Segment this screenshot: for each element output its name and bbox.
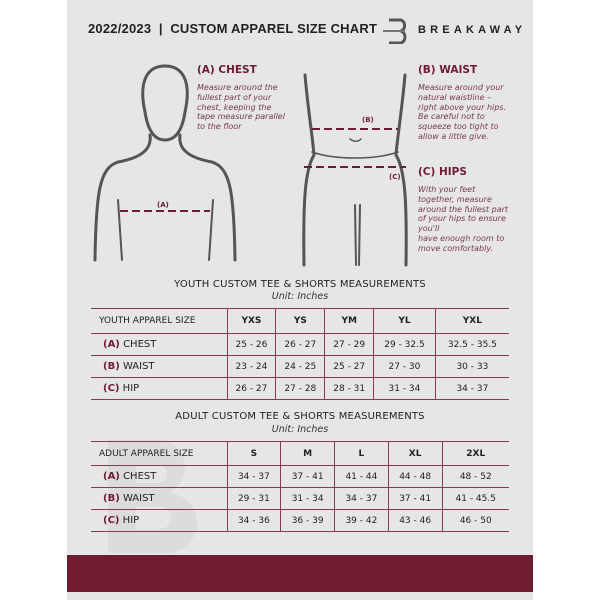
table-cell: 27 - 29 <box>324 333 374 356</box>
measurement-label: (B) WAIST <box>91 355 227 378</box>
table-cell: 31 - 34 <box>280 487 335 510</box>
table-cell: 28 - 31 <box>324 377 374 400</box>
size-column-header: M <box>280 441 335 466</box>
table-header-row: ADULT APPAREL SIZE S M L XL 2XL <box>91 441 509 466</box>
measurement-label: (A) CHEST <box>91 465 227 488</box>
table-row: (B) WAIST 23 - 24 24 - 25 25 - 27 27 - 30 30 … <box>91 355 509 378</box>
table-cell: 48 - 52 <box>441 465 509 488</box>
table-cell: 25 - 26 <box>226 333 276 356</box>
breakaway-logo-icon <box>383 18 407 44</box>
size-column-header: YS <box>275 308 325 334</box>
table-cell: 29 - 31 <box>226 487 281 510</box>
hips-title: (C) HIPS <box>418 166 467 178</box>
table-cell: 27 - 28 <box>275 377 325 400</box>
table-row: (A) CHEST 25 - 26 26 - 27 27 - 29 29 - 32.5 3… <box>91 333 509 356</box>
table-cell: 44 - 48 <box>387 465 442 488</box>
hip-marker: (C) <box>389 173 401 181</box>
table-cell: 34 - 37 <box>334 487 389 510</box>
youth-table-unit: Unit: Inches <box>271 291 329 302</box>
adult-table-unit: Unit: Inches <box>271 424 329 435</box>
table-cell: 24 - 25 <box>275 355 325 378</box>
size-column-header: L <box>334 441 389 466</box>
table-header-row: YOUTH APPAREL SIZE YXS YS YM YL YXL <box>91 308 509 334</box>
table-cell: 31 - 34 <box>373 377 436 400</box>
size-column-header: XL <box>387 441 442 466</box>
table-row: (A) CHEST 34 - 37 37 - 41 41 - 44 44 - 48 48 … <box>91 465 509 488</box>
hips-description: With your feet together, measure around th… <box>418 185 509 253</box>
table-cell: 34 - 36 <box>226 509 281 532</box>
table-cell: 34 - 37 <box>226 465 281 488</box>
measurement-label: (C) HIP <box>91 509 227 532</box>
table-row: (C) HIP 34 - 36 36 - 39 39 - 42 43 - 46 46 - … <box>91 509 509 532</box>
table-cell: 26 - 27 <box>226 377 276 400</box>
table-cell: 26 - 27 <box>275 333 325 356</box>
size-column-header: YXS <box>226 308 276 334</box>
table-cell: 27 - 30 <box>373 355 436 378</box>
page-title: 2022/2023 | CUSTOM APPAREL SIZE CHART <box>88 21 378 36</box>
table-cell: 43 - 46 <box>387 509 442 532</box>
size-header: ADULT APPAREL SIZE <box>91 441 227 466</box>
table-row: (B) WAIST 29 - 31 31 - 34 34 - 37 37 - 41 41 … <box>91 487 509 510</box>
table-cell: 29 - 32.5 <box>373 333 436 356</box>
table-cell: 32.5 - 35.5 <box>434 333 509 356</box>
body-figures: (A) (B) (C) <box>93 64 408 267</box>
brand-name: BREAKAWAY <box>418 24 527 36</box>
table-cell: 46 - 50 <box>441 509 509 532</box>
table-cell: 30 - 33 <box>434 355 509 378</box>
size-column-header: YL <box>373 308 436 334</box>
table-cell: 39 - 42 <box>334 509 389 532</box>
size-column-header: YXL <box>434 308 509 334</box>
table-cell: 34 - 37 <box>434 377 509 400</box>
youth-size-table: YOUTH APPAREL SIZE YXS YS YM YL YXL (A) CHEST 2… <box>91 308 509 400</box>
chest-description: Measure around the fullest part of your ch… <box>197 83 285 132</box>
measurement-label: (B) WAIST <box>91 487 227 510</box>
lower-body-figure-icon <box>302 73 408 267</box>
waist-description: Measure around your natural waistline – ri… <box>418 83 507 141</box>
size-column-header: S <box>226 441 281 466</box>
table-cell: 37 - 41 <box>280 465 335 488</box>
size-header: YOUTH APPAREL SIZE <box>91 308 227 334</box>
table-cell: 41 - 44 <box>334 465 389 488</box>
footer-band <box>67 555 533 592</box>
waist-marker: (B) <box>362 116 374 124</box>
adult-size-table: ADULT APPAREL SIZE S M L XL 2XL (A) CHEST 34 - … <box>91 441 509 532</box>
chest-title: (A) CHEST <box>197 64 257 76</box>
table-cell: 41 - 45.5 <box>441 487 509 510</box>
table-row: (C) HIP 26 - 27 27 - 28 28 - 31 31 - 34 34 - … <box>91 377 509 400</box>
measurement-label: (C) HIP <box>91 377 227 400</box>
upper-body-figure-icon <box>93 64 237 262</box>
chest-marker: (A) <box>157 201 169 209</box>
measurement-label: (A) CHEST <box>91 333 227 356</box>
size-column-header: 2XL <box>441 441 509 466</box>
table-cell: 25 - 27 <box>324 355 374 378</box>
table-cell: 37 - 41 <box>387 487 442 510</box>
size-column-header: YM <box>324 308 374 334</box>
table-cell: 23 - 24 <box>226 355 276 378</box>
table-cell: 36 - 39 <box>280 509 335 532</box>
adult-table-title: ADULT CUSTOM TEE & SHORTS MEASUREMENTS <box>175 411 425 422</box>
waist-title: (B) WAIST <box>418 64 478 76</box>
youth-table-title: YOUTH CUSTOM TEE & SHORTS MEASUREMENTS <box>174 279 426 290</box>
